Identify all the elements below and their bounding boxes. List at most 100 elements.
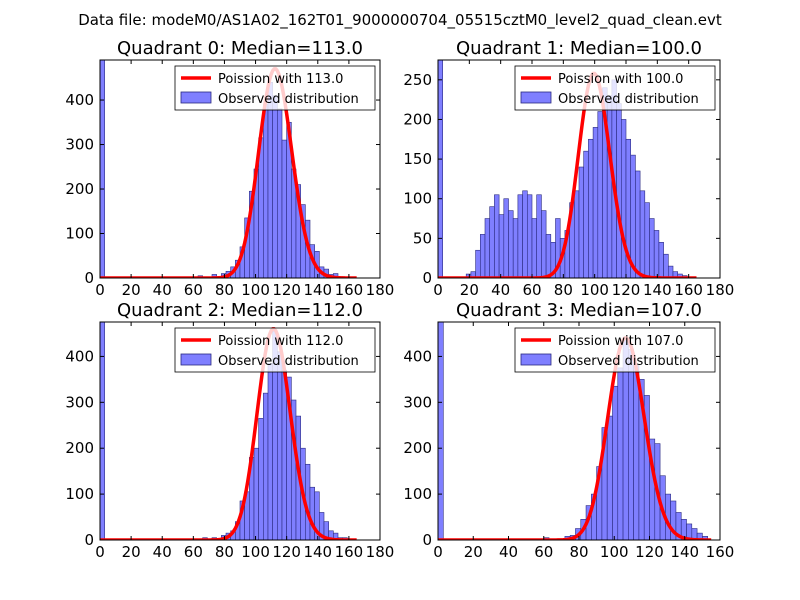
histogram-bar bbox=[526, 194, 533, 278]
x-tick-label: 40 bbox=[153, 543, 172, 561]
histogram-bar bbox=[503, 198, 509, 278]
legend-bar-label: Observed distribution bbox=[558, 92, 699, 107]
histogram-bar bbox=[281, 369, 287, 540]
legend: Poission with 112.0 Observed distribution bbox=[174, 327, 376, 373]
y-tick-label: 0 bbox=[84, 531, 94, 549]
y-tick-label: 0 bbox=[422, 531, 432, 549]
legend: Poission with 113.0 Observed distribution bbox=[174, 65, 376, 111]
histogram-bar bbox=[281, 139, 287, 278]
legend: Poission with 107.0 Observed distribution bbox=[514, 327, 716, 373]
x-tick-label: 140 bbox=[303, 281, 332, 299]
x-tick-label: 120 bbox=[635, 543, 664, 561]
plot-frame bbox=[99, 59, 381, 279]
histogram-bar bbox=[512, 218, 519, 278]
histogram-bar bbox=[583, 150, 589, 278]
histogram-bar bbox=[653, 230, 660, 278]
x-tick-label: 80 bbox=[554, 281, 573, 299]
panels: Quadrant 0: Median=113.00 20 40 60 80 100 120 1… bbox=[65, 38, 734, 561]
y-tick-label: 50 bbox=[413, 229, 432, 247]
y-tick-label: 200 bbox=[65, 439, 94, 457]
x-tick-label: 20 bbox=[122, 543, 141, 561]
y-tick-label: 100 bbox=[65, 485, 94, 503]
histogram-bar bbox=[100, 322, 105, 540]
histogram-bar bbox=[498, 214, 505, 278]
legend-bar-label: Observed distribution bbox=[218, 92, 359, 107]
x-tick-label: 40 bbox=[491, 281, 510, 299]
x-tick-label: 140 bbox=[643, 281, 672, 299]
x-tick-label: 180 bbox=[366, 543, 395, 561]
y-tick-label: 250 bbox=[403, 71, 432, 89]
x-tick-label: 120 bbox=[272, 281, 301, 299]
histogram-bar bbox=[612, 385, 619, 540]
legend-bar-swatch bbox=[520, 91, 552, 104]
x-tick-label: 80 bbox=[215, 281, 234, 299]
x-tick-label: 60 bbox=[534, 543, 553, 561]
histogram-bar bbox=[541, 210, 547, 278]
y-tick-label: 400 bbox=[65, 91, 94, 109]
histogram-bar bbox=[438, 60, 443, 278]
legend-line-label: Poission with 112.0 bbox=[218, 334, 343, 349]
legend-line-label: Poission with 113.0 bbox=[218, 72, 343, 87]
histogram-bar bbox=[667, 265, 674, 278]
x-tick-label: 100 bbox=[241, 281, 270, 299]
x-tick-label: 120 bbox=[612, 281, 641, 299]
panel-quadrant-3: Quadrant 3: Median=107.0 0 20 40 60 80 100 120 1… bbox=[403, 300, 734, 561]
plot-frame bbox=[99, 321, 381, 541]
histogram-bar bbox=[573, 190, 580, 278]
figure-title: Data file: modeM0/AS1A02_162T01_90000007… bbox=[78, 11, 722, 30]
x-tick-label: 160 bbox=[674, 281, 703, 299]
histogram-bar bbox=[658, 242, 664, 278]
x-tick-label: 80 bbox=[215, 543, 234, 561]
legend-bar-label: Observed distribution bbox=[558, 354, 699, 369]
histogram-bar bbox=[494, 194, 500, 278]
x-tick-label: 20 bbox=[122, 281, 141, 299]
histogram-bar bbox=[263, 104, 269, 278]
panel-title: Quadrant 3: Median=107.0 bbox=[456, 300, 702, 321]
histogram-bar bbox=[633, 365, 640, 540]
histogram-bar bbox=[267, 81, 273, 278]
x-tick-label: 40 bbox=[499, 543, 518, 561]
y-tick-label: 0 bbox=[84, 269, 94, 287]
y-tick-label: 150 bbox=[403, 150, 432, 168]
histogram-bar bbox=[639, 190, 646, 278]
y-tick-label: 0 bbox=[422, 269, 432, 287]
histogram-bar bbox=[702, 536, 708, 540]
y-tick-label: 100 bbox=[403, 190, 432, 208]
poisson-curve bbox=[438, 336, 712, 540]
legend-bar-label: Observed distribution bbox=[218, 354, 359, 369]
legend: Poission with 100.0 Observed distribution bbox=[514, 65, 716, 111]
histogram-bar bbox=[479, 234, 486, 278]
y-tick-label: 300 bbox=[65, 136, 94, 154]
histogram-bar bbox=[522, 190, 528, 278]
y-tick-label: 400 bbox=[65, 347, 94, 365]
y-tick-label: 200 bbox=[65, 180, 94, 198]
histogram-bar bbox=[517, 194, 523, 278]
y-tick-label: 300 bbox=[65, 393, 94, 411]
legend-bar-swatch bbox=[520, 353, 552, 366]
histogram-bar bbox=[635, 170, 641, 278]
panel-quadrant-1: Quadrant 1: Median=100.00 20 40 60 80 100 120 1… bbox=[403, 38, 734, 299]
histogram-bar bbox=[606, 95, 613, 278]
legend-bar-swatch bbox=[180, 353, 212, 366]
x-tick-label: 100 bbox=[241, 543, 270, 561]
legend-line-label: Poission with 100.0 bbox=[558, 72, 683, 87]
histogram-bar bbox=[536, 194, 542, 278]
histogram-bar bbox=[309, 486, 315, 540]
histogram-bar bbox=[263, 392, 269, 540]
panel-quadrant-0: Quadrant 0: Median=113.00 20 40 60 80 100 120 1… bbox=[65, 38, 394, 299]
x-tick-label: 0 bbox=[433, 281, 443, 299]
panel-title: Quadrant 1: Median=100.0 bbox=[456, 38, 702, 59]
x-tick-label: 0 bbox=[95, 281, 105, 299]
y-tick-label: 300 bbox=[403, 393, 432, 411]
histogram-bar bbox=[489, 206, 495, 278]
histogram-bar bbox=[438, 322, 444, 540]
histogram-bar bbox=[277, 108, 283, 278]
histogram-bar bbox=[272, 95, 278, 278]
y-tick-label: 100 bbox=[65, 225, 94, 243]
histogram-bar bbox=[258, 418, 264, 540]
x-tick-label: 160 bbox=[335, 281, 364, 299]
x-tick-label: 180 bbox=[706, 281, 735, 299]
x-tick-label: 40 bbox=[153, 281, 172, 299]
histogram-bar bbox=[267, 363, 273, 540]
histogram-bar bbox=[475, 249, 481, 278]
